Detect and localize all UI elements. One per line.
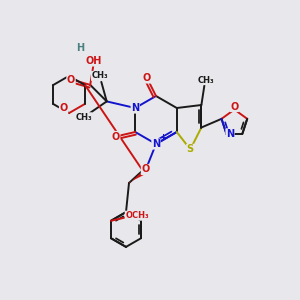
Text: CH₃: CH₃ <box>198 76 214 85</box>
Text: O: O <box>143 73 151 83</box>
Text: O: O <box>141 164 150 175</box>
Text: CH₃: CH₃ <box>75 113 92 122</box>
Polygon shape <box>129 171 145 183</box>
Text: N: N <box>226 129 234 139</box>
Text: O: O <box>59 103 68 113</box>
Text: O: O <box>230 101 238 112</box>
Text: OH: OH <box>85 56 101 66</box>
Text: CH₃: CH₃ <box>92 71 108 80</box>
Text: +: + <box>159 133 166 142</box>
Text: N: N <box>131 103 139 113</box>
Text: S: S <box>187 144 194 154</box>
Text: N: N <box>152 139 160 149</box>
Text: O: O <box>67 75 75 85</box>
Text: H: H <box>76 43 84 53</box>
Text: OCH₃: OCH₃ <box>125 211 149 220</box>
Text: O: O <box>112 131 120 142</box>
